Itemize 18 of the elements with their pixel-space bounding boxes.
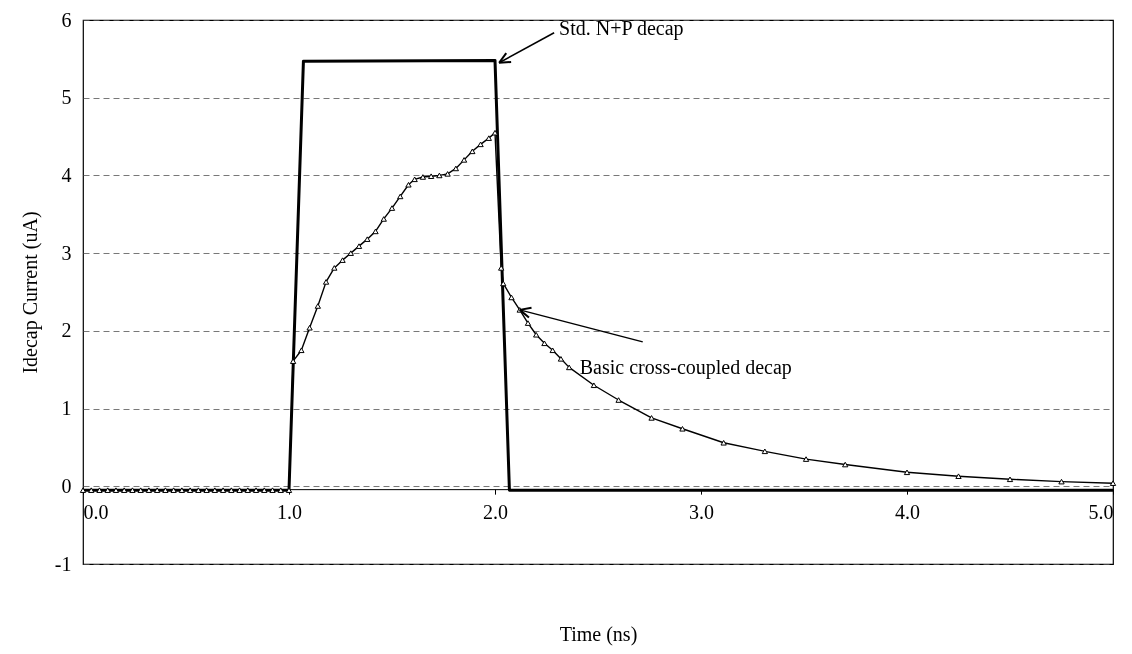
y-tick-label: 5 (61, 86, 72, 109)
x-tick-label: 4.0 (895, 500, 920, 523)
x-tick-label: 0.0 (83, 500, 109, 523)
annotation: Std. N+P decap (559, 16, 684, 40)
y-tick-label: 2 (61, 319, 72, 342)
x-tick-label: 5.0 (1088, 500, 1114, 523)
y-tick-label: 1 (61, 397, 72, 420)
y-tick-label: -1 (54, 552, 72, 575)
y-tick-label: 6 (61, 8, 72, 31)
annotation: Basic cross-coupled decap (579, 355, 792, 379)
x-tick-label: 3.0 (689, 500, 714, 523)
x-axis-title: Time (ns) (559, 622, 638, 646)
y-tick-label: 0 (61, 474, 72, 497)
y-axis-title: Idecap Current (uA) (18, 211, 42, 374)
x-tick-label: 1.0 (277, 500, 302, 523)
y-tick-label: 3 (61, 241, 72, 264)
x-tick-label: 2.0 (483, 500, 508, 523)
y-tick-label: 4 (61, 163, 72, 186)
